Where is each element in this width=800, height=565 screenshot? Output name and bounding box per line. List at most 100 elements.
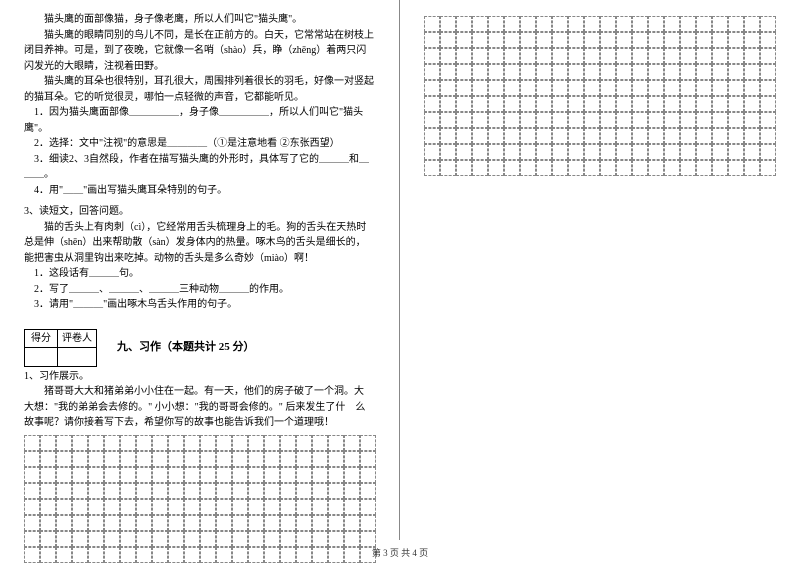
grid-cell[interactable] (344, 467, 360, 483)
grid-cell[interactable] (552, 32, 568, 48)
grid-cell[interactable] (680, 96, 696, 112)
grid-cell[interactable] (664, 80, 680, 96)
grid-cell[interactable] (568, 160, 584, 176)
grid-cell[interactable] (616, 16, 632, 32)
grid-cell[interactable] (248, 451, 264, 467)
grid-cell[interactable] (232, 515, 248, 531)
grid-cell[interactable] (664, 128, 680, 144)
grid-cell[interactable] (72, 435, 88, 451)
grid-cell[interactable] (664, 16, 680, 32)
grid-cell[interactable] (312, 451, 328, 467)
grid-cell[interactable] (152, 499, 168, 515)
grid-cell[interactable] (584, 64, 600, 80)
grid-cell[interactable] (504, 112, 520, 128)
grid-cell[interactable] (536, 144, 552, 160)
grid-cell[interactable] (648, 64, 664, 80)
grid-cell[interactable] (648, 80, 664, 96)
grid-cell[interactable] (216, 435, 232, 451)
grid-cell[interactable] (520, 144, 536, 160)
grid-cell[interactable] (696, 32, 712, 48)
grid-cell[interactable] (456, 96, 472, 112)
grid-cell[interactable] (104, 515, 120, 531)
grid-cell[interactable] (584, 48, 600, 64)
grid-cell[interactable] (120, 515, 136, 531)
grid-cell[interactable] (232, 483, 248, 499)
grid-cell[interactable] (696, 112, 712, 128)
grid-cell[interactable] (120, 483, 136, 499)
grid-cell[interactable] (536, 32, 552, 48)
grid-cell[interactable] (248, 531, 264, 547)
grid-cell[interactable] (72, 531, 88, 547)
grid-cell[interactable] (680, 64, 696, 80)
grid-cell[interactable] (728, 80, 744, 96)
grid-cell[interactable] (488, 112, 504, 128)
grid-cell[interactable] (40, 515, 56, 531)
grid-cell[interactable] (760, 16, 776, 32)
grid-cell[interactable] (696, 80, 712, 96)
grid-cell[interactable] (264, 515, 280, 531)
grid-cell[interactable] (648, 128, 664, 144)
grid-cell[interactable] (40, 483, 56, 499)
grid-cell[interactable] (24, 435, 40, 451)
grid-cell[interactable] (40, 499, 56, 515)
grid-cell[interactable] (136, 531, 152, 547)
grid-cell[interactable] (152, 483, 168, 499)
grid-cell[interactable] (680, 112, 696, 128)
grid-cell[interactable] (440, 112, 456, 128)
grid-cell[interactable] (104, 531, 120, 547)
grid-cell[interactable] (744, 64, 760, 80)
grid-cell[interactable] (248, 435, 264, 451)
grid-cell[interactable] (56, 483, 72, 499)
grid-cell[interactable] (600, 80, 616, 96)
grid-cell[interactable] (104, 483, 120, 499)
grid-cell[interactable] (280, 531, 296, 547)
grid-cell[interactable] (632, 112, 648, 128)
grid-cell[interactable] (232, 435, 248, 451)
grid-cell[interactable] (760, 96, 776, 112)
grid-cell[interactable] (200, 515, 216, 531)
grid-cell[interactable] (712, 160, 728, 176)
grid-cell[interactable] (472, 48, 488, 64)
grid-cell[interactable] (200, 499, 216, 515)
grid-cell[interactable] (504, 48, 520, 64)
grid-cell[interactable] (312, 515, 328, 531)
grid-cell[interactable] (632, 32, 648, 48)
grid-cell[interactable] (40, 451, 56, 467)
grid-cell[interactable] (152, 451, 168, 467)
grid-cell[interactable] (88, 515, 104, 531)
grid-cell[interactable] (168, 451, 184, 467)
grid-cell[interactable] (424, 64, 440, 80)
grid-cell[interactable] (248, 499, 264, 515)
grid-cell[interactable] (472, 160, 488, 176)
grid-cell[interactable] (648, 16, 664, 32)
grid-cell[interactable] (696, 48, 712, 64)
grid-cell[interactable] (680, 144, 696, 160)
grid-cell[interactable] (760, 128, 776, 144)
grid-cell[interactable] (56, 467, 72, 483)
grid-cell[interactable] (728, 144, 744, 160)
grid-cell[interactable] (568, 16, 584, 32)
grid-cell[interactable] (728, 128, 744, 144)
grid-cell[interactable] (168, 499, 184, 515)
grid-cell[interactable] (648, 96, 664, 112)
grid-cell[interactable] (728, 112, 744, 128)
grid-cell[interactable] (536, 160, 552, 176)
grid-cell[interactable] (264, 531, 280, 547)
grid-cell[interactable] (536, 64, 552, 80)
grid-cell[interactable] (184, 451, 200, 467)
grid-cell[interactable] (280, 435, 296, 451)
grid-cell[interactable] (264, 467, 280, 483)
grid-cell[interactable] (328, 483, 344, 499)
grid-cell[interactable] (600, 32, 616, 48)
grid-cell[interactable] (104, 451, 120, 467)
grid-cell[interactable] (360, 499, 376, 515)
grid-cell[interactable] (696, 160, 712, 176)
grid-cell[interactable] (632, 48, 648, 64)
grid-cell[interactable] (344, 451, 360, 467)
grid-cell[interactable] (712, 32, 728, 48)
grid-cell[interactable] (168, 467, 184, 483)
grid-cell[interactable] (568, 48, 584, 64)
grid-cell[interactable] (232, 531, 248, 547)
grid-cell[interactable] (632, 16, 648, 32)
grid-cell[interactable] (56, 515, 72, 531)
